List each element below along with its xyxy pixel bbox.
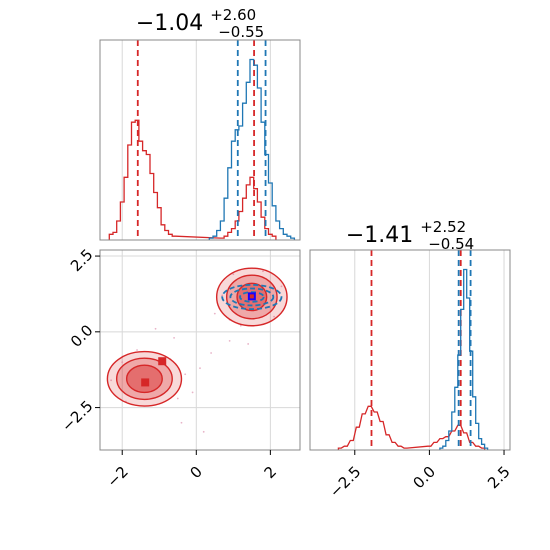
scatter-point (262, 270, 264, 273)
histogram-2-title-main: −1.41 (346, 223, 413, 248)
y-tick-label: 2.5 (67, 245, 97, 275)
scatter-point (228, 340, 231, 342)
scatter-point (191, 391, 194, 394)
x-tick-label: 2.5 (484, 463, 514, 493)
histogram-1-title-sub: −0.55 (218, 23, 264, 41)
y-tick-label: 0.0 (67, 321, 97, 351)
histogram-2-series (337, 250, 489, 450)
scatter-point (202, 430, 205, 433)
x-tick-label: −2.5 (326, 463, 364, 501)
histogram-series-2 (208, 58, 296, 240)
scatter-point (213, 312, 216, 315)
histogram-1-series (108, 40, 296, 240)
scatter-point (121, 361, 124, 364)
histogram-2-frame (309, 249, 511, 451)
scatter-point (210, 352, 213, 354)
point-marker (158, 357, 167, 366)
x-tick-label: 2 (261, 463, 280, 482)
histogram-panel-2: −2.5 0.0 2.5 −1.41 +2.52 −0.54 (309, 213, 514, 501)
blue-contour-level (229, 287, 275, 307)
scatter-point (273, 315, 275, 318)
blue-contour-level (239, 291, 265, 303)
histogram-series-1 (337, 405, 486, 450)
scatter-point (176, 397, 179, 400)
scatter-point (136, 349, 138, 351)
histogram-1-title-main: −1.04 (136, 11, 203, 36)
histogram-1-title-sup: +2.60 (210, 6, 256, 24)
scatter-point (232, 273, 235, 276)
blue-contour-level (221, 283, 283, 310)
point-marker (249, 294, 254, 299)
histogram-2-title: −1.41 +2.52 −0.54 (346, 213, 474, 253)
scatter-point (247, 343, 250, 345)
histogram-1-title: −1.04 +2.60 −0.55 (136, 1, 264, 41)
scatter-point (184, 373, 187, 376)
histogram-1-frame (99, 39, 301, 241)
contour-blue-lines (221, 283, 283, 310)
contour-grid (100, 250, 300, 450)
histogram-2-ticks: −2.5 0.0 2.5 (326, 450, 514, 501)
histogram-series-2 (439, 268, 489, 450)
scatter-point (154, 327, 157, 330)
histogram-panel-1: −1.04 +2.60 −0.55 (99, 1, 301, 241)
histogram-2-grid (354, 250, 505, 450)
point-marker (141, 378, 150, 387)
histogram-1-grid (121, 40, 271, 240)
histogram-2-title-sup: +2.52 (420, 218, 466, 236)
contour-scatter-points (110, 270, 283, 433)
contour-markers (141, 292, 256, 387)
x-tick-label: −2 (104, 463, 132, 491)
y-tick-label: −2.5 (58, 397, 96, 435)
x-tick-label: 0.0 (409, 463, 439, 493)
scatter-point (199, 367, 201, 370)
contour-panel: −2 0 2 2.5 0.0 −2.5 (58, 245, 301, 491)
scatter-point (110, 379, 113, 382)
histogram-series-1 (108, 119, 277, 240)
scatter-point (221, 294, 224, 297)
scatter-point (239, 324, 242, 327)
histogram-2-title-sub: −0.54 (428, 235, 474, 253)
scatter-point (180, 421, 183, 424)
contour-frame (99, 249, 301, 451)
x-tick-label: 0 (186, 463, 205, 482)
scatter-point (173, 336, 175, 339)
scatter-point (280, 285, 283, 288)
